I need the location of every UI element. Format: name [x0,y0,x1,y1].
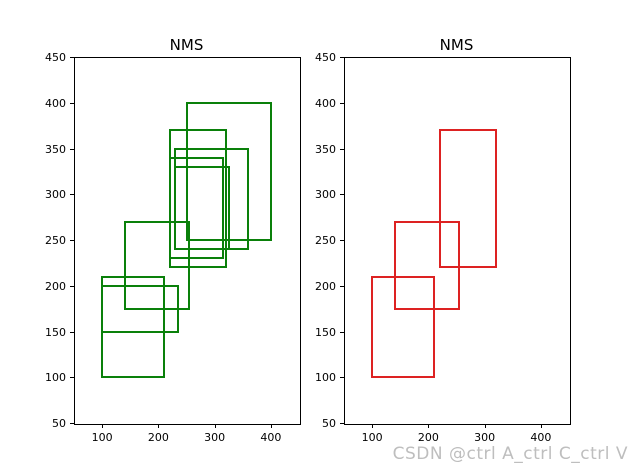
y-tick-label: 250 [315,234,336,247]
y-tick-label: 350 [315,142,336,156]
y-tick-label: 150 [45,325,66,339]
x-tick-mark [102,424,104,428]
x-tick-label: 300 [204,431,226,444]
y-tick-mark [340,423,344,424]
y-tick-label: 100 [45,371,66,385]
y-tick-label: 100 [315,371,336,385]
y-tick-label: 350 [45,142,66,156]
y-tick-mark [70,423,74,424]
x-tick-label: 200 [417,431,439,444]
y-tick-label: 400 [45,96,66,110]
bounding-box-rect [393,220,461,310]
y-tick-label: 200 [45,279,66,293]
y-tick-mark [340,57,344,58]
axes-frame [74,57,301,425]
y-tick-label: 300 [315,188,336,202]
y-tick-mark [70,57,74,58]
y-tick-mark [340,194,344,196]
x-tick-mark [484,424,486,428]
y-tick-mark [70,102,74,104]
x-tick-label: 100 [91,431,113,444]
y-tick-mark [70,194,74,196]
plot-title: NMS [169,36,204,54]
x-tick-mark [372,424,374,428]
y-tick-mark [70,377,74,379]
y-tick-label: 250 [45,234,66,247]
y-tick-mark [340,148,344,150]
bounding-box-rect [123,220,191,310]
bounding-box-rect [438,129,497,269]
x-tick-mark [270,424,272,428]
bounding-box-rect [168,156,225,260]
x-tick-label: 400 [260,431,282,444]
x-tick-label: 400 [530,431,552,444]
y-tick-mark [70,331,74,333]
bounding-box-rect [174,165,230,251]
bounding-box-rect [371,275,435,379]
x-tick-label: 200 [147,431,169,444]
x-tick-mark [214,424,216,428]
y-tick-label: 450 [315,51,336,64]
y-tick-label: 400 [315,96,336,110]
y-tick-mark [70,240,74,241]
y-tick-mark [70,285,74,287]
y-tick-label: 150 [315,325,336,339]
csdn-watermark: CSDN @ctrl A_ctrl C_ctrl V [392,444,628,464]
x-tick-label: 100 [361,431,383,444]
y-tick-label: 200 [315,279,336,293]
y-tick-mark [340,285,344,287]
x-tick-mark [540,424,542,428]
y-tick-mark [340,102,344,104]
y-tick-mark [340,377,344,379]
y-tick-mark [340,331,344,333]
axes-frame [344,57,571,425]
y-tick-mark [70,148,74,150]
x-tick-label: 300 [474,431,496,444]
plot-title: NMS [439,36,474,54]
y-tick-label: 300 [45,188,66,202]
y-tick-label: 50 [322,417,336,430]
y-tick-label: 450 [45,51,66,64]
y-tick-mark [340,240,344,241]
x-tick-mark [158,424,160,428]
y-tick-label: 50 [52,417,66,430]
x-tick-mark [428,424,430,428]
